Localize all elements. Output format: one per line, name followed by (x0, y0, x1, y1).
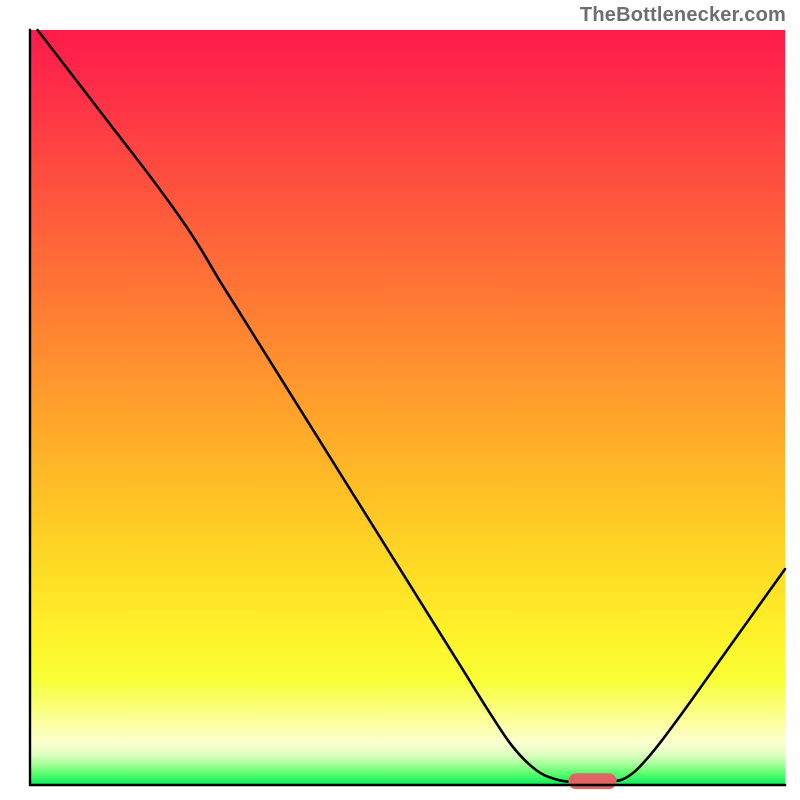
optimal-marker (568, 773, 616, 789)
plot-background (30, 30, 785, 785)
watermark-text: TheBottlenecker.com (580, 4, 786, 27)
bottleneck-curve-chart (0, 0, 800, 800)
chart-container: TheBottlenecker.com (0, 0, 800, 800)
